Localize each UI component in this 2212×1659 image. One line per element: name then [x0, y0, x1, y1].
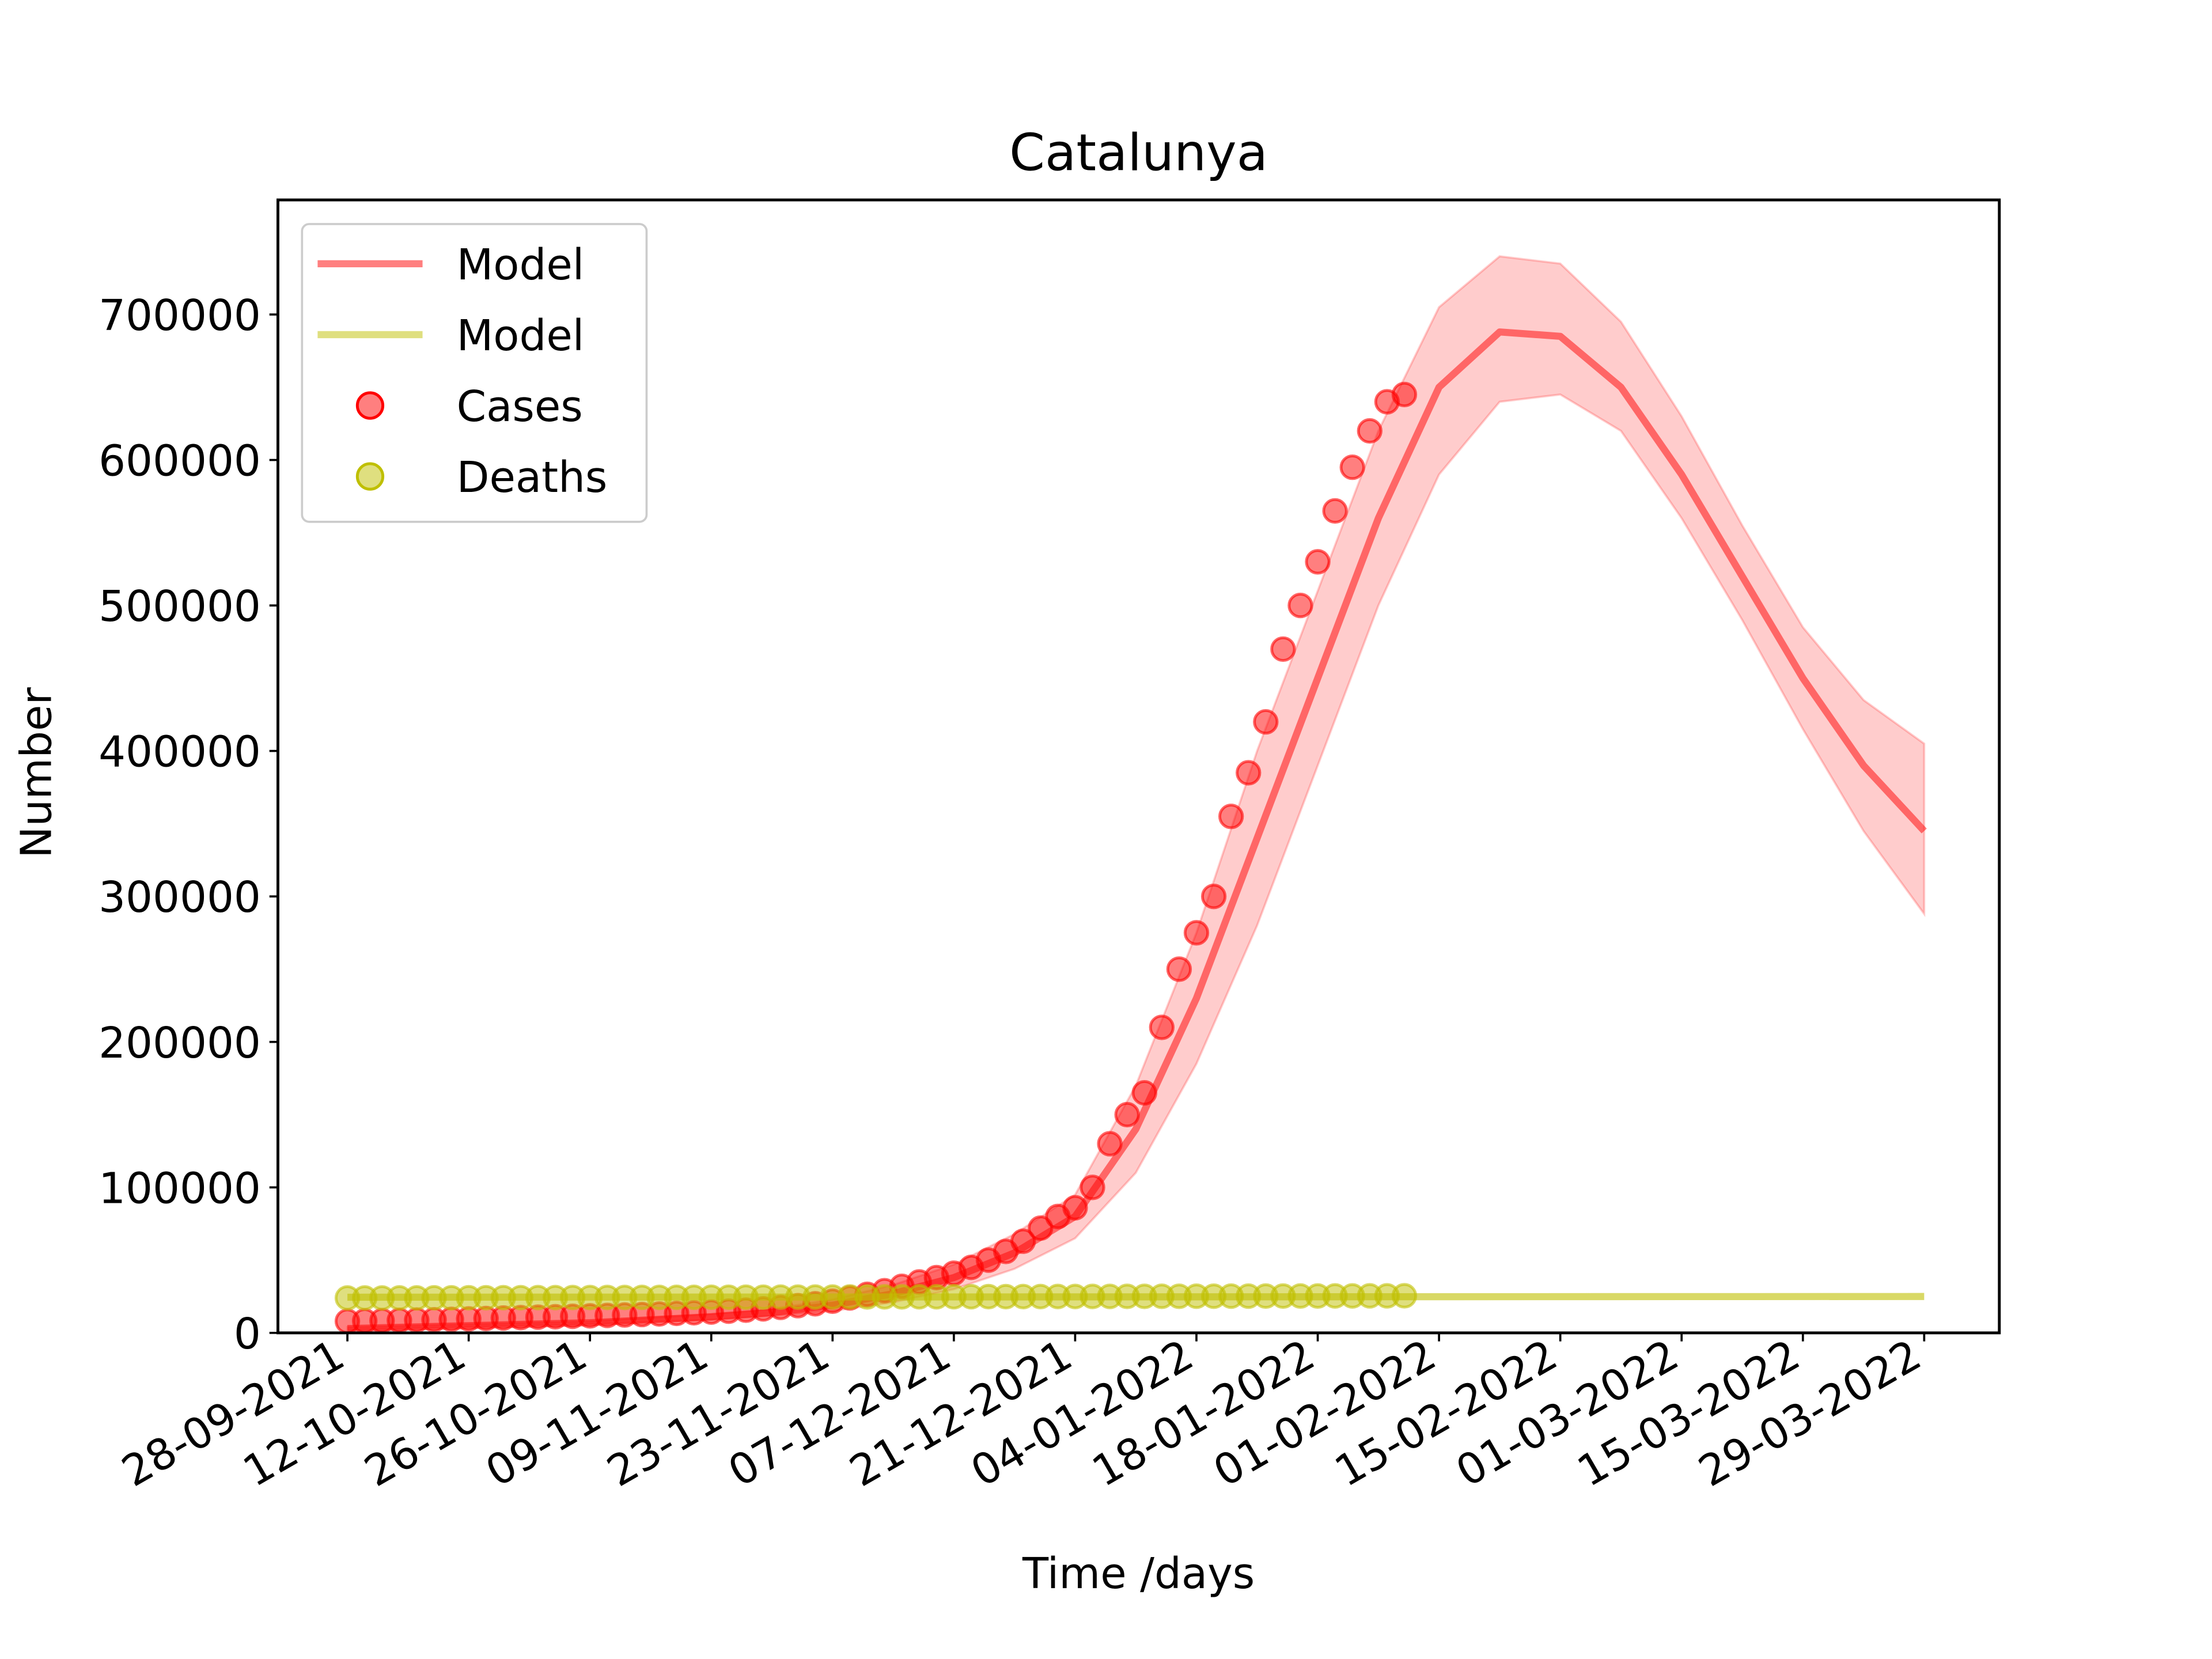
legend-cases-marker	[355, 391, 385, 420]
cases-point	[1183, 920, 1210, 946]
legend-frame	[301, 223, 648, 523]
cases-point	[1322, 498, 1348, 524]
model-cases-line	[347, 328, 1927, 1332]
cases-point	[1166, 956, 1192, 982]
legend-label-model-deaths: Model	[457, 311, 585, 361]
cases-point	[1097, 1131, 1123, 1157]
y-tick-label: 200000	[99, 1018, 261, 1068]
cases-point	[1236, 760, 1262, 786]
y-tick-label: 700000	[99, 291, 261, 340]
cases-point	[1270, 636, 1296, 662]
y-tick-label: 0	[234, 1309, 261, 1359]
plot-area	[334, 255, 1927, 1334]
deaths-point	[1391, 1283, 1418, 1309]
y-axis: 0 100000 200000 300000 400000 500000 600000 700…	[99, 291, 278, 1359]
y-tick-label: 600000	[99, 437, 261, 486]
axes-frame	[276, 198, 2001, 1335]
cases-point	[1287, 592, 1313, 619]
cases-point	[1149, 1014, 1175, 1040]
legend-label-cases: Cases	[457, 382, 583, 431]
y-tick-label: 400000	[99, 728, 261, 777]
legend: Model Model Cases Deaths	[301, 223, 648, 523]
cases-point	[1218, 804, 1244, 830]
cases-point	[1339, 454, 1365, 480]
cases-point	[1391, 381, 1418, 408]
y-tick-label: 100000	[99, 1164, 261, 1213]
cases-point	[1114, 1101, 1140, 1128]
x-axis: 28-09-202112-10-202126-10-202109-11-2021…	[113, 1330, 1929, 1497]
y-tick-label: 500000	[99, 582, 261, 631]
y-axis-label: Number	[12, 687, 62, 858]
cases-point	[1357, 418, 1382, 444]
legend-deaths-marker	[355, 462, 385, 491]
y-tick-label: 300000	[99, 873, 261, 922]
x-axis-label: Time /days	[1022, 1549, 1255, 1599]
cases-point	[1200, 884, 1227, 910]
legend-label-model-cases: Model	[457, 240, 585, 290]
legend-label-deaths: Deaths	[457, 453, 608, 502]
chart-title: Catalunya	[1009, 123, 1268, 182]
cases-point	[1305, 549, 1331, 575]
cases-point	[1253, 709, 1279, 735]
